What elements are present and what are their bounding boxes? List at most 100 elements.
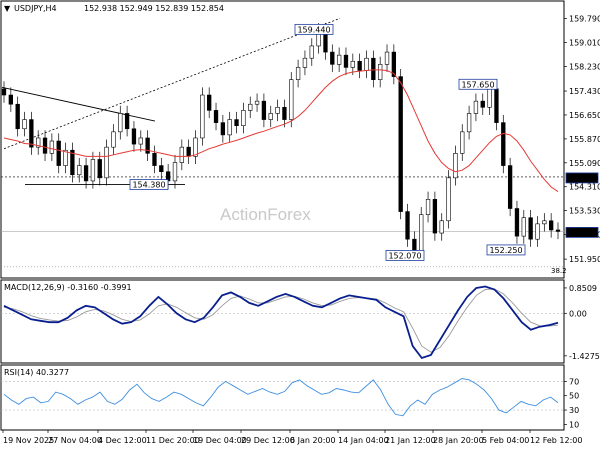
- candle-body: [159, 165, 164, 173]
- rsi-panel-frame: [0, 364, 565, 431]
- price-y-tick-label: 158.230: [569, 62, 600, 71]
- candle-body: [36, 137, 41, 148]
- candle-body: [378, 64, 383, 80]
- candle-body: [521, 217, 526, 237]
- ohlc-values: 152.938 152.949 152.839 152.854: [84, 4, 224, 13]
- label-152-250: 152.250: [489, 246, 522, 255]
- candle-body: [275, 106, 280, 114]
- rsi-y-tick-label: 30: [569, 406, 579, 415]
- candle-body: [152, 153, 157, 166]
- candle-body: [138, 137, 143, 145]
- candle-body: [63, 149, 68, 166]
- price-y-tick-label: 159.790: [569, 15, 600, 24]
- candle-body: [425, 199, 431, 215]
- candle-body: [419, 214, 424, 252]
- label-154-630: 154.630: [565, 174, 598, 183]
- candle-body: [56, 140, 61, 166]
- candle-body: [309, 45, 314, 59]
- candle-body: [200, 94, 205, 139]
- price-header: ▼ USDJPY,H4 152.938 152.949 152.839 152.…: [4, 4, 224, 13]
- macd-panel-frame: [0, 279, 565, 364]
- trendline-down: [1, 86, 156, 122]
- label-152-250-box: [486, 244, 526, 256]
- label-159-440-box: [294, 23, 334, 35]
- rsi-header: RSI(14) 40.3277: [4, 368, 69, 377]
- candle-body: [83, 165, 89, 182]
- macd-y-tick-label: 0.00: [569, 309, 587, 318]
- candle-body: [118, 113, 123, 133]
- candle-body: [412, 238, 417, 252]
- last-price-label: 152.854: [565, 228, 598, 237]
- x-tick-label: 21 Jan 12:00: [385, 436, 436, 445]
- price-title: USDJPY,H4: [14, 4, 57, 13]
- candle-body: [97, 159, 102, 179]
- label-152-070: 152.070: [388, 251, 421, 260]
- price-y-tick-label: 156.650: [569, 111, 600, 120]
- candle-body: [371, 57, 376, 80]
- candle-body: [42, 137, 48, 154]
- candle-body: [480, 100, 485, 108]
- candle-body: [487, 88, 492, 108]
- candle-body: [507, 165, 513, 209]
- candle-body: [22, 119, 27, 130]
- candle-body: [330, 51, 335, 65]
- candle-body: [350, 60, 355, 68]
- price-y-tick-label: 153.530: [569, 207, 600, 216]
- candle-body: [261, 100, 267, 120]
- candle-body: [172, 162, 178, 182]
- candle-body: [295, 67, 301, 80]
- candle-body: [405, 211, 410, 240]
- macd-line: [3, 285, 559, 360]
- candle-body: [535, 223, 540, 240]
- candle-body: [446, 177, 451, 222]
- dropdown-arrow-icon[interactable]: ▼: [4, 4, 11, 13]
- candle-body: [49, 140, 55, 154]
- candle-body: [29, 119, 34, 148]
- candle-body: [542, 220, 547, 225]
- candle-body: [364, 57, 369, 71]
- candle-body: [104, 146, 109, 179]
- macd-y-tick-label: 0.8509: [569, 284, 597, 293]
- watermark: ActionForex: [220, 205, 311, 224]
- candle-body: [268, 113, 273, 120]
- candle-body: [302, 57, 308, 68]
- rsi-y-tick-label: 50: [569, 392, 579, 401]
- candle-body: [248, 103, 253, 111]
- candle-body: [90, 159, 96, 182]
- x-tick-label: 12 Feb 12:00: [530, 436, 582, 445]
- candle-body: [241, 110, 246, 126]
- x-tick-label: 19 Dec 04:00: [193, 436, 247, 445]
- x-tick-label: 19 Nov 2025: [3, 436, 54, 445]
- candle-body: [460, 131, 465, 154]
- x-tick-label: 27 Nov 04:00: [48, 436, 102, 445]
- candle-body: [145, 137, 150, 154]
- candle-body: [1, 88, 7, 96]
- x-tick-label: 14 Jan 04:00: [338, 436, 389, 445]
- candle-body: [289, 79, 294, 120]
- candle-body: [15, 103, 20, 130]
- candle-body: [555, 229, 561, 232]
- price-y-tick-label: 159.010: [569, 39, 600, 48]
- label-157-650-box: [458, 78, 498, 90]
- price-panel-frame: [0, 0, 565, 279]
- candle-body: [384, 51, 390, 65]
- rsi-y-tick-label: 70: [569, 377, 579, 386]
- fib-label: 38.2: [551, 267, 567, 275]
- price-y-tick-label: 155.870: [569, 135, 600, 144]
- candle-body: [227, 119, 232, 136]
- x-tick-label: 29 Dec 12:00: [241, 436, 295, 445]
- label-154-380: 154.380: [132, 181, 165, 190]
- price-y-tick-label: 151.950: [569, 255, 600, 264]
- candle-body: [336, 54, 342, 65]
- moving-average-line: [3, 69, 559, 193]
- candle-body: [466, 113, 472, 133]
- candle-body: [220, 122, 226, 136]
- macd-y-tick-label: -1.4275: [569, 352, 600, 361]
- candle-body: [8, 94, 13, 105]
- candle-body: [453, 153, 458, 179]
- x-tick-label: 5 Feb 04:00: [482, 436, 529, 445]
- candle-body: [514, 208, 520, 237]
- candle-body: [111, 131, 116, 148]
- price-y-tick-label: 154.310: [569, 183, 600, 192]
